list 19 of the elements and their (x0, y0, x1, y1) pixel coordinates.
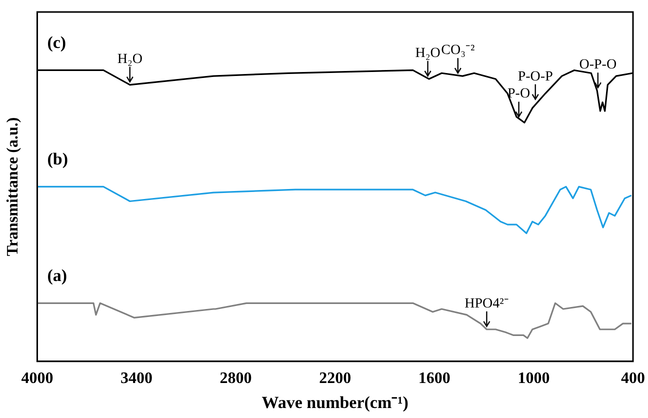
x-tick-label: 4000 (21, 370, 54, 388)
annotation: P-O-P (518, 69, 554, 84)
annotation: H₂O (415, 46, 440, 61)
x-axis-title: Wave number(cm⁻¹) (262, 393, 408, 412)
x-tick-label: 1600 (418, 370, 450, 388)
y-axis-title: Transmittance (a.u.) (4, 117, 22, 256)
annotation: H₂O (117, 52, 142, 67)
annotation: P-O (508, 86, 530, 102)
series-label: (a) (47, 266, 68, 286)
series-label: (b) (47, 150, 68, 169)
x-tick-label: 400 (621, 370, 645, 388)
x-tick-label: 2200 (319, 370, 352, 388)
annotation: O-P-O (579, 58, 617, 73)
x-tick-label: 2800 (220, 370, 252, 388)
annotation: HPO4²⁻ (464, 296, 509, 312)
series-label: (c) (47, 33, 66, 52)
annotation: CO₃⁻² (441, 43, 475, 58)
x-tick-label: 1000 (518, 370, 550, 388)
x-tick-label: 3400 (120, 370, 152, 388)
